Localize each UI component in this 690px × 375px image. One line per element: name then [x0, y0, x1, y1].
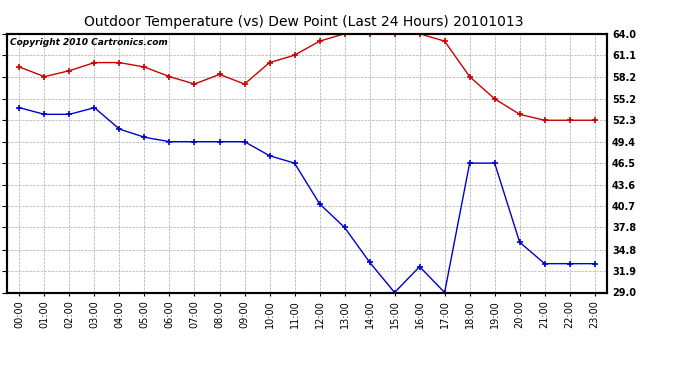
- Text: Copyright 2010 Cartronics.com: Copyright 2010 Cartronics.com: [10, 38, 168, 46]
- Text: Outdoor Temperature (vs) Dew Point (Last 24 Hours) 20101013: Outdoor Temperature (vs) Dew Point (Last…: [84, 15, 523, 29]
